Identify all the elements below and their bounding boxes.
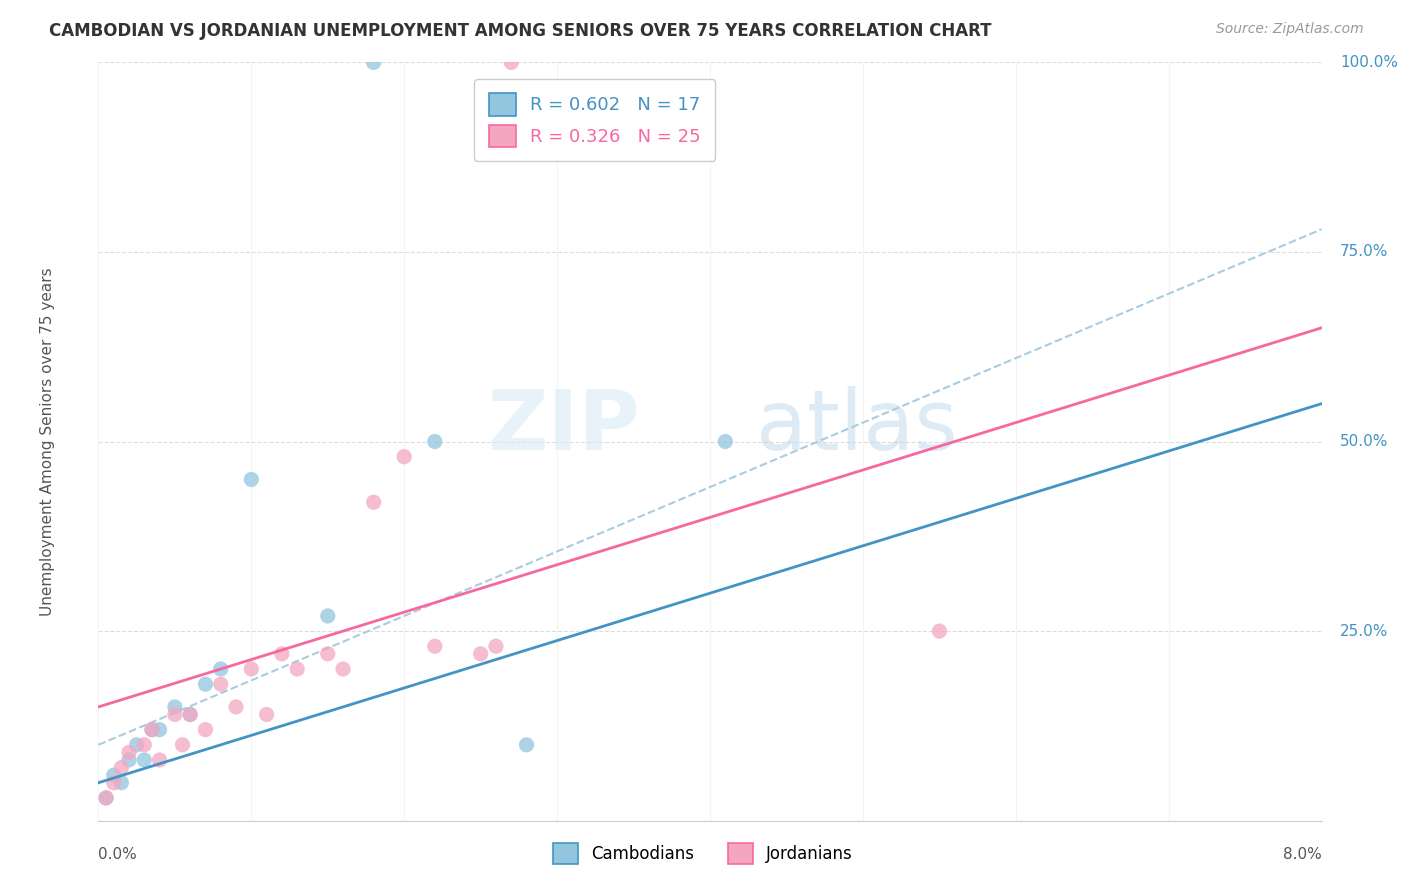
Point <box>118 746 141 760</box>
Point <box>110 775 132 790</box>
Point <box>209 662 232 676</box>
Point <box>194 677 217 691</box>
Point <box>423 434 446 449</box>
Point <box>240 473 263 487</box>
Point <box>392 450 416 464</box>
Point <box>363 55 385 70</box>
Point <box>163 699 186 714</box>
Point <box>125 738 148 752</box>
Point <box>270 647 294 661</box>
Text: 75.0%: 75.0% <box>1340 244 1388 260</box>
Point <box>714 434 737 449</box>
Point <box>163 707 186 722</box>
Point <box>470 647 492 661</box>
Point <box>110 760 132 774</box>
Legend: Cambodians, Jordanians: Cambodians, Jordanians <box>547 837 859 871</box>
Point <box>515 738 537 752</box>
Point <box>316 647 339 661</box>
Text: atlas: atlas <box>756 386 957 467</box>
Point <box>94 791 117 805</box>
Text: 8.0%: 8.0% <box>1282 847 1322 863</box>
Point <box>179 707 201 722</box>
Text: Unemployment Among Seniors over 75 years: Unemployment Among Seniors over 75 years <box>39 268 55 615</box>
Point <box>240 662 263 676</box>
Text: 25.0%: 25.0% <box>1340 624 1388 639</box>
Point <box>103 768 125 782</box>
Text: CAMBODIAN VS JORDANIAN UNEMPLOYMENT AMONG SENIORS OVER 75 YEARS CORRELATION CHAR: CAMBODIAN VS JORDANIAN UNEMPLOYMENT AMON… <box>49 22 991 40</box>
Point <box>103 775 125 790</box>
Point <box>423 639 446 653</box>
Point <box>149 753 172 767</box>
Point <box>363 495 385 509</box>
Point <box>485 639 508 653</box>
Point <box>141 723 163 737</box>
Point <box>134 753 156 767</box>
Text: ZIP: ZIP <box>486 386 640 467</box>
Point <box>149 723 172 737</box>
Point <box>179 707 201 722</box>
Text: Source: ZipAtlas.com: Source: ZipAtlas.com <box>1216 22 1364 37</box>
Text: 100.0%: 100.0% <box>1340 55 1398 70</box>
Point <box>94 791 117 805</box>
Point <box>316 608 339 623</box>
Point <box>332 662 354 676</box>
Point <box>134 738 156 752</box>
Point <box>172 738 194 752</box>
Point <box>928 624 950 639</box>
Point <box>209 677 232 691</box>
Legend: R = 0.602   N = 17, R = 0.326   N = 25: R = 0.602 N = 17, R = 0.326 N = 25 <box>474 79 716 161</box>
Text: 0.0%: 0.0% <box>98 847 138 863</box>
Point <box>256 707 278 722</box>
Point <box>285 662 308 676</box>
Point <box>501 55 523 70</box>
Point <box>118 753 141 767</box>
Point <box>225 699 247 714</box>
Point <box>141 723 163 737</box>
Point <box>194 723 217 737</box>
Text: 50.0%: 50.0% <box>1340 434 1388 449</box>
